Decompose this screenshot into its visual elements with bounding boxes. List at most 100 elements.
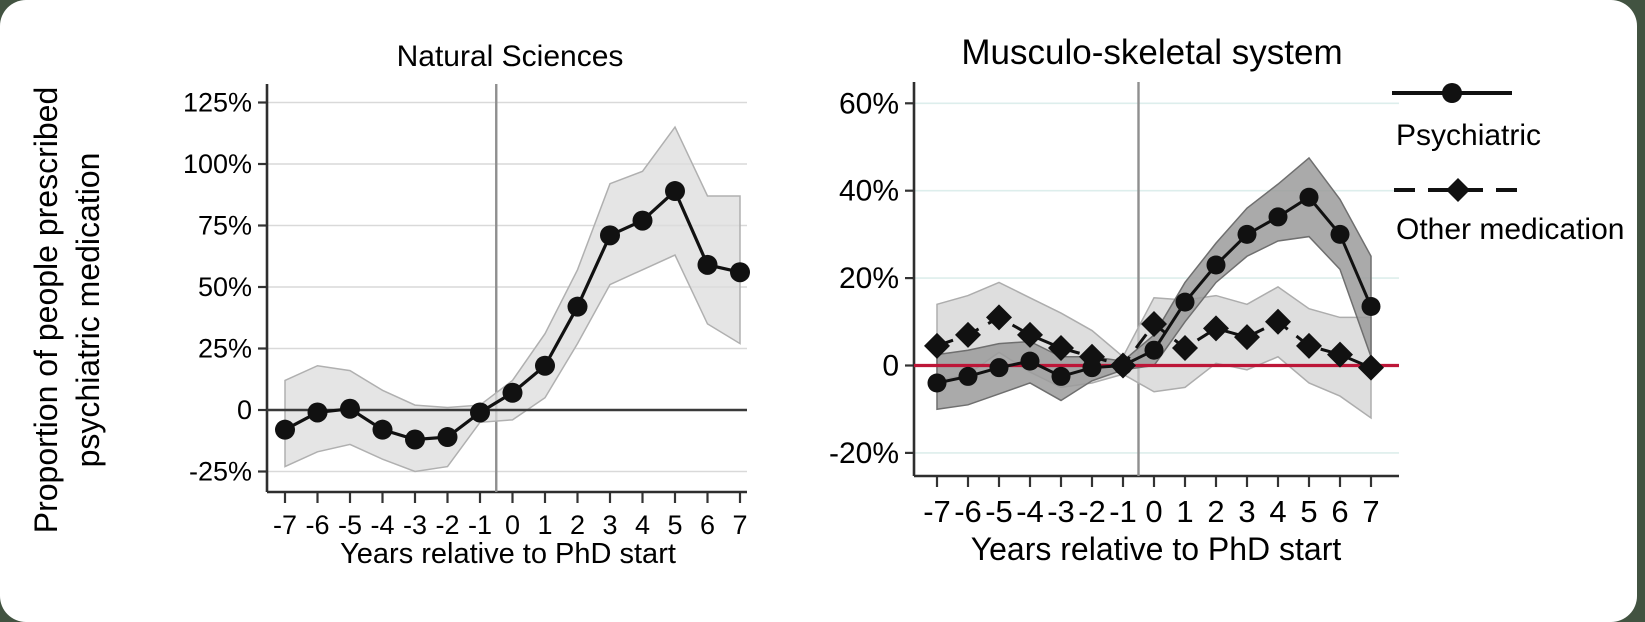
diamond-marker	[955, 321, 981, 348]
circle-marker	[1237, 224, 1257, 244]
diamond-marker	[1141, 310, 1167, 337]
circle-marker	[1051, 366, 1071, 386]
chart-title-natural-sciences: Natural Sciences	[397, 40, 624, 73]
y-tick-label: -25%	[189, 457, 252, 487]
diamond-marker	[1296, 332, 1322, 359]
circle-marker	[697, 254, 718, 275]
circle-marker	[958, 366, 978, 386]
y-tick-label: 50%	[198, 272, 252, 302]
x-tick-label: 2	[1207, 494, 1224, 529]
diamond-marker	[1265, 308, 1291, 335]
circle-marker	[665, 181, 685, 202]
y-axis-label-line2: psychiatric medication	[70, 153, 106, 468]
plot-natural-sciences: 125%100%75%50%25%0-25%-7 -6 -5 -4 -3 -2 -1 0 1 2 3…	[183, 84, 750, 540]
diamond-marker	[1110, 352, 1136, 379]
circle-marker	[1206, 255, 1226, 275]
diamond-marker	[1203, 315, 1229, 342]
circle-marker	[1299, 187, 1319, 207]
x-tick-label: -2	[435, 510, 459, 540]
x-tick-label: -3	[403, 510, 427, 540]
circle-marker	[730, 262, 750, 283]
diamond-marker	[1048, 335, 1074, 362]
legend-diamond-marker	[1446, 178, 1470, 202]
y-tick-label: 100%	[183, 149, 252, 179]
x-axis-label-right: Years relative to PhD start	[971, 531, 1342, 567]
circle-marker	[927, 373, 947, 393]
plot-musculo-skeletal: 60%40%20%0-20%-7 -6 -5 -4 -3 -2 -1 0 1 2 3 4 5 6 7	[829, 82, 1399, 529]
diamond-marker	[924, 332, 950, 359]
circle-marker	[535, 355, 555, 376]
circle-marker	[1020, 351, 1040, 371]
x-tick-label: 2	[570, 510, 585, 540]
x-tick-label: -7	[273, 510, 297, 540]
x-tick-label: 1	[1176, 494, 1193, 529]
y-tick-label: 125%	[183, 88, 252, 118]
x-tick-label: 7	[1362, 494, 1379, 529]
x-tick-label: -2	[1078, 494, 1106, 529]
chart-title-musculo-skeletal: Musculo-skeletal system	[961, 33, 1342, 72]
x-tick-label: 0	[505, 510, 520, 540]
x-tick-label: 7	[732, 510, 747, 540]
circle-marker	[1268, 207, 1288, 227]
x-tick-label: -7	[923, 494, 951, 529]
x-tick-label: 1	[537, 510, 552, 540]
circle-marker	[567, 296, 588, 317]
circle-marker	[405, 429, 425, 450]
circle-marker	[275, 419, 295, 440]
x-tick-label: -5	[338, 510, 362, 540]
y-tick-label: 0	[882, 350, 899, 383]
diamond-marker	[986, 304, 1012, 331]
circle-marker	[1175, 292, 1195, 312]
y-tick-label: 20%	[839, 262, 899, 295]
x-tick-label: -1	[468, 510, 492, 540]
legend-label-other-medication: Other medication	[1396, 213, 1624, 246]
diamond-marker	[1172, 335, 1198, 362]
diamond-marker	[1358, 354, 1384, 381]
circle-marker	[372, 419, 393, 440]
x-tick-label: -6	[954, 494, 982, 529]
circle-marker	[437, 427, 458, 448]
circle-marker	[632, 210, 653, 231]
x-tick-label: 4	[1269, 494, 1286, 529]
x-tick-label: -5	[985, 494, 1013, 529]
circle-marker	[989, 358, 1009, 378]
x-tick-label: -3	[1047, 494, 1075, 529]
circle-marker	[470, 402, 490, 423]
x-tick-label: 5	[667, 510, 682, 540]
y-tick-label: 75%	[198, 211, 252, 241]
circle-marker	[600, 225, 620, 246]
legend: Psychiatric Other medication	[1392, 83, 1624, 246]
diamond-marker	[1234, 324, 1260, 351]
y-axis-label-line1: Proportion of people prescribed	[28, 87, 64, 534]
x-tick-label: 3	[1238, 494, 1255, 529]
y-tick-label: 0	[237, 395, 252, 425]
diamond-marker	[1079, 343, 1105, 370]
x-tick-label: -4	[370, 510, 394, 540]
x-axis-label-left: Years relative to PhD start	[340, 538, 676, 570]
circle-marker	[340, 398, 360, 419]
confidence-band	[284, 125, 741, 473]
circle-marker	[307, 402, 328, 423]
diamond-marker	[1327, 341, 1353, 368]
diamond-marker	[1017, 321, 1043, 348]
legend-circle-marker	[1442, 83, 1462, 103]
circle-marker	[1330, 224, 1350, 244]
y-tick-label: -20%	[829, 437, 899, 470]
x-tick-label: 6	[700, 510, 715, 540]
x-tick-label: 5	[1300, 494, 1317, 529]
y-tick-label: 40%	[839, 175, 899, 208]
x-tick-label: -6	[305, 510, 329, 540]
legend-label-psychiatric: Psychiatric	[1396, 119, 1541, 152]
circle-marker	[502, 382, 523, 403]
circle-marker	[1361, 297, 1381, 317]
x-tick-label: 6	[1331, 494, 1348, 529]
circle-marker	[1144, 340, 1164, 360]
x-tick-label: 3	[602, 510, 617, 540]
x-tick-label: 4	[635, 510, 650, 540]
x-tick-label: -4	[1016, 494, 1044, 529]
x-tick-label: 0	[1145, 494, 1162, 529]
y-tick-label: 25%	[198, 334, 252, 364]
y-tick-label: 60%	[839, 87, 899, 120]
